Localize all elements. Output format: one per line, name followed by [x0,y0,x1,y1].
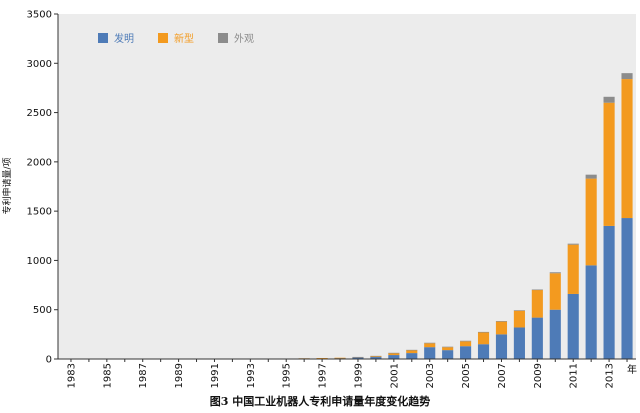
x-tick-label: 1989 [174,363,185,388]
x-tick-label: 2001 [389,363,400,388]
bar-2012-2 [585,174,597,179]
legend-swatch [158,33,168,43]
bar-2009-1 [531,290,543,318]
bar-2001-0 [388,355,400,359]
y-axis-label: 专利申请量/项 [1,157,13,214]
y-tick-label: 2000 [27,157,52,168]
bar-2013-1 [603,102,615,226]
bar-2003-1 [424,343,436,348]
x-tick-label: 1985 [102,363,113,388]
x-tick-label: 2013 [605,363,616,388]
y-ticks: 0 500 1000 1500 2000 2500 3000 3500 [27,10,58,366]
bar-2001-1 [388,353,400,356]
bar-2007-2 [495,321,508,322]
bar-2008-0 [513,327,525,359]
x-tick-label: 1995 [282,363,293,388]
bar-2013-0 [603,225,615,359]
x-tick-label: 1993 [246,363,257,388]
legend-label: 发明 [114,32,134,45]
x-tick-label: 1999 [353,363,364,388]
x-tick-label: 1997 [318,363,329,388]
x-tick-label: 1991 [210,363,221,388]
legend-swatch [98,33,108,43]
x-ticks: 1983 1985 1987 1989 1991 1993 1995 1997 1999 2001… [66,359,628,388]
y-tick-label: 3000 [27,59,52,70]
y-tick-label: 0 [46,355,52,366]
bar-2004-0 [442,350,454,359]
bar-2006-2 [477,331,490,333]
bar-2004-2 [442,346,454,348]
bar-2000-2 [370,355,382,357]
bar-1997-1 [316,358,328,359]
bar-1999-2 [352,356,364,358]
bar-2010-2 [549,272,561,274]
legend-label: 外观 [234,33,254,45]
plot-background [58,14,636,359]
bar-2008-2 [513,310,525,311]
bar-2014-0 [621,218,633,359]
bar-2010-0 [549,309,561,359]
bar-2013-2 [603,96,615,103]
bar-2003-2 [424,342,436,344]
legend-label: 新型 [174,32,194,45]
x-tick-label: 1983 [66,363,77,388]
bar-2009-2 [531,289,543,291]
bar-2006-0 [477,344,490,359]
y-tick-label: 1000 [27,256,52,267]
bar-2005-1 [460,341,472,347]
bar-2011-2 [567,243,579,245]
bar-2000-1 [370,356,382,358]
bar-1999-0 [352,357,364,359]
bar-2002-2 [406,349,418,351]
x-tick-label: 1987 [138,363,149,388]
figure-caption: 图3 中国工业机器人专利申请量年度变化趋势 [210,394,430,408]
x-tick-label: 2007 [497,363,508,388]
bars-layer [65,73,633,360]
legend-swatch [218,33,228,43]
bar-2004-1 [442,347,454,351]
bar-2011-1 [567,244,579,294]
bar-2009-0 [531,317,543,359]
bar-2002-1 [406,350,418,354]
bar-2012-0 [585,265,597,359]
x-tick-label: 2003 [425,363,436,388]
y-tick-label: 2500 [27,108,52,119]
bar-2005-0 [460,346,472,359]
bar-2002-0 [406,353,418,359]
x-tick-label: 2005 [461,363,472,388]
bar-2000-0 [370,357,382,359]
bar-2007-1 [495,321,508,335]
bar-2012-1 [585,178,597,266]
bar-1998-1 [334,357,346,359]
bar-2005-2 [460,340,472,342]
x-tick-label: 2011 [569,363,580,388]
x-tick-label: 2009 [533,363,544,388]
bar-2007-0 [495,334,508,359]
y-tick-label: 1500 [27,207,52,218]
y-tick-label: 500 [33,305,52,316]
bar-2006-1 [477,332,490,345]
legend: 发明 新型 外观 [98,32,254,45]
bar-2010-1 [549,273,561,310]
bar-2001-2 [388,352,400,354]
bar-2014-1 [621,79,633,219]
bar-2011-0 [567,293,579,359]
bar-2003-0 [424,347,436,359]
y-tick-label: 3500 [27,10,52,21]
bar-2008-1 [513,310,525,328]
x-axis-label: 年 [627,363,637,376]
bar-2014-2 [621,73,633,80]
